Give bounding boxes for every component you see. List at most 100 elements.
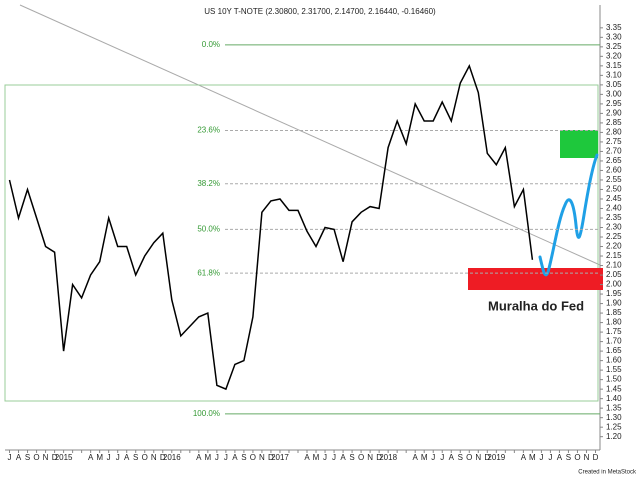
x-tick-label: M: [313, 453, 320, 462]
x-tick-label: A: [521, 453, 527, 462]
x-tick-label: D: [268, 453, 274, 462]
trend-line: [19, 4, 601, 266]
x-tick-label: 2016: [163, 453, 181, 462]
x-tick-label: D: [160, 453, 166, 462]
x-tick-label: J: [323, 453, 327, 462]
y-tick-label: 2.50: [606, 185, 622, 194]
x-tick-label: J: [332, 453, 336, 462]
y-tick-label: 1.90: [606, 299, 622, 308]
x-tick-label: S: [566, 453, 571, 462]
fib-label: 38.2%: [197, 179, 220, 188]
fib-label: 0.0%: [202, 40, 220, 49]
y-tick-label: 3.25: [606, 42, 622, 51]
x-tick-label: A: [124, 453, 130, 462]
x-tick-label: N: [475, 453, 481, 462]
y-tick-label: 3.00: [606, 89, 622, 98]
x-tick-label: D: [484, 453, 490, 462]
x-tick-label: A: [557, 453, 563, 462]
x-tick-label: S: [241, 453, 246, 462]
y-tick-label: 1.40: [606, 394, 622, 403]
y-tick-label: 2.70: [606, 147, 622, 156]
y-tick-label: 2.05: [606, 270, 622, 279]
x-tick-label: 2019: [487, 453, 505, 462]
y-tick-label: 2.35: [606, 213, 622, 222]
y-tick-label: 2.95: [606, 99, 622, 108]
y-tick-label: 3.10: [606, 70, 622, 79]
x-tick-label: J: [107, 453, 111, 462]
x-tick-label: A: [88, 453, 94, 462]
x-tick-label: N: [367, 453, 373, 462]
x-tick-label: 2018: [379, 453, 397, 462]
x-tick-label: S: [458, 453, 463, 462]
y-tick-label: 1.35: [606, 403, 622, 412]
x-tick-label: A: [232, 453, 238, 462]
target-box: [560, 130, 598, 158]
y-tick-label: 2.10: [606, 261, 622, 270]
x-tick-label: J: [548, 453, 552, 462]
annotation: Muralha do Fed: [488, 298, 584, 313]
y-tick-label: 2.00: [606, 280, 622, 289]
x-tick-label: M: [421, 453, 428, 462]
x-tick-label: J: [224, 453, 228, 462]
y-tick-label: 2.25: [606, 232, 622, 241]
y-tick-label: 1.65: [606, 346, 622, 355]
x-tick-label: S: [25, 453, 30, 462]
x-tick-label: O: [33, 453, 39, 462]
x-tick-label: M: [205, 453, 212, 462]
x-tick-label: S: [133, 453, 138, 462]
x-tick-label: J: [539, 453, 543, 462]
range-box: [4, 84, 599, 402]
x-tick-label: O: [466, 453, 472, 462]
y-tick-label: 2.40: [606, 204, 622, 213]
x-tick-label: 2017: [271, 453, 289, 462]
x-tick-label: O: [250, 453, 256, 462]
chart-title: US 10Y T-NOTE (2.30800, 2.31700, 2.14700…: [204, 7, 436, 16]
x-tick-label: O: [358, 453, 364, 462]
y-tick-label: 3.35: [606, 23, 622, 32]
y-tick-label: 2.55: [606, 175, 622, 184]
fib-label: 100.0%: [193, 409, 220, 418]
y-tick-label: 2.30: [606, 223, 622, 232]
x-tick-label: J: [215, 453, 219, 462]
fib-label: 61.8%: [197, 268, 220, 277]
x-tick-label: N: [584, 453, 590, 462]
y-tick-label: 3.05: [606, 80, 622, 89]
x-tick-label: A: [16, 453, 22, 462]
x-tick-label: J: [440, 453, 444, 462]
x-tick-label: J: [116, 453, 120, 462]
y-tick-label: 2.85: [606, 118, 622, 127]
x-tick-label: N: [259, 453, 265, 462]
x-tick-label: D: [376, 453, 382, 462]
x-tick-label: 2015: [55, 453, 73, 462]
x-tick-label: A: [413, 453, 419, 462]
x-tick-label: D: [52, 453, 58, 462]
x-tick-label: A: [449, 453, 455, 462]
y-tick-label: 1.95: [606, 289, 622, 298]
y-tick-label: 1.25: [606, 422, 622, 431]
y-tick-label: 1.45: [606, 384, 622, 393]
x-tick-label: N: [151, 453, 157, 462]
y-tick-label: 2.20: [606, 242, 622, 251]
y-tick-label: 1.55: [606, 365, 622, 374]
price-line: [8, 64, 534, 391]
fib-label: 50.0%: [197, 225, 220, 234]
y-tick-label: 2.65: [606, 156, 622, 165]
y-tick-label: 2.75: [606, 137, 622, 146]
x-tick-label: S: [349, 453, 354, 462]
x-tick-label: O: [142, 453, 148, 462]
x-tick-label: A: [304, 453, 310, 462]
y-tick-label: 1.60: [606, 356, 622, 365]
y-tick-label: 1.50: [606, 375, 622, 384]
y-tick-label: 3.15: [606, 61, 622, 70]
x-tick-label: J: [8, 453, 12, 462]
y-tick-label: 2.90: [606, 109, 622, 118]
y-tick-label: 3.20: [606, 51, 622, 60]
x-tick-label: N: [43, 453, 49, 462]
y-tick-label: 2.45: [606, 194, 622, 203]
y-tick-label: 2.15: [606, 251, 622, 260]
y-tick-label: 2.60: [606, 166, 622, 175]
y-tick-label: 2.80: [606, 128, 622, 137]
x-tick-label: M: [529, 453, 536, 462]
